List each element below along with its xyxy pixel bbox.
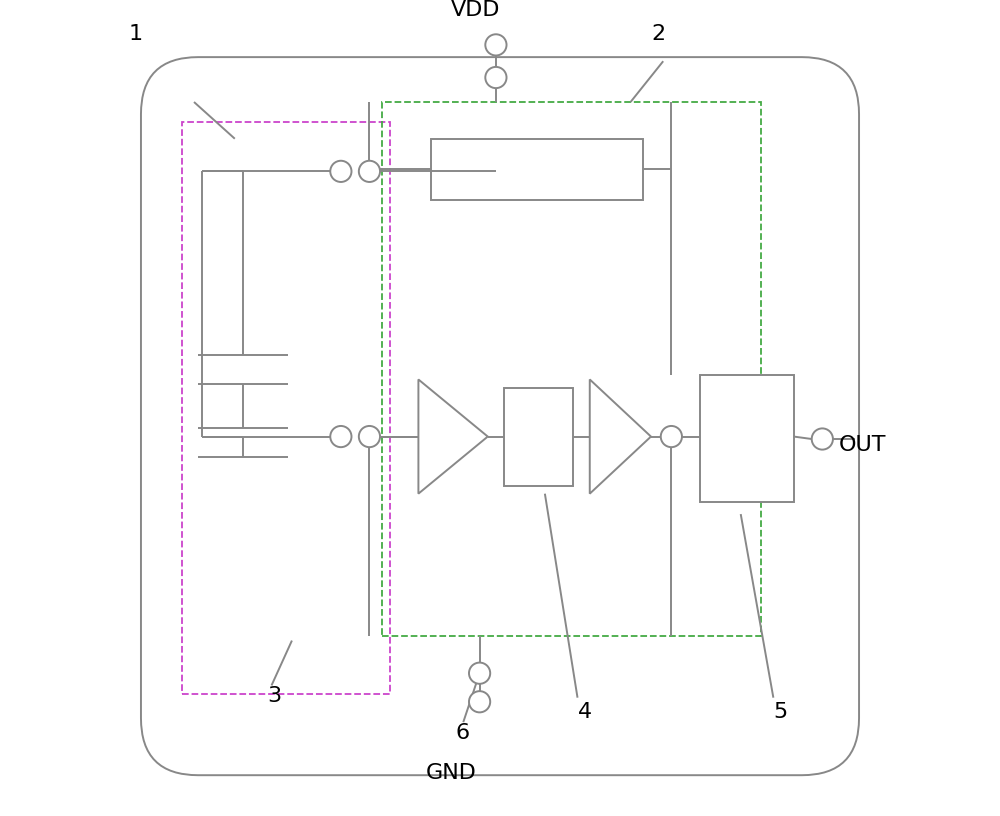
Bar	[382, 102, 761, 636]
Text: GND: GND	[426, 763, 476, 783]
Bar	[504, 388, 573, 486]
Text: 4: 4	[578, 702, 592, 722]
Text: 2: 2	[651, 24, 665, 45]
Text: 1: 1	[129, 24, 143, 45]
Bar	[700, 375, 794, 502]
Bar	[431, 139, 643, 200]
Circle shape	[469, 691, 490, 712]
Circle shape	[812, 428, 833, 450]
Circle shape	[485, 67, 507, 88]
Circle shape	[359, 161, 380, 182]
Text: OUT: OUT	[839, 435, 886, 455]
Text: 3: 3	[267, 685, 282, 706]
Text: 6: 6	[455, 722, 469, 743]
Circle shape	[359, 426, 380, 447]
Circle shape	[469, 663, 490, 684]
Text: VDD: VDD	[451, 0, 500, 20]
Circle shape	[661, 426, 682, 447]
Polygon shape	[590, 379, 651, 494]
Circle shape	[485, 34, 507, 55]
Circle shape	[330, 426, 351, 447]
Circle shape	[330, 161, 351, 182]
Bar	[182, 122, 390, 694]
FancyBboxPatch shape	[141, 57, 859, 775]
Text: 5: 5	[773, 702, 788, 722]
Polygon shape	[418, 379, 488, 494]
